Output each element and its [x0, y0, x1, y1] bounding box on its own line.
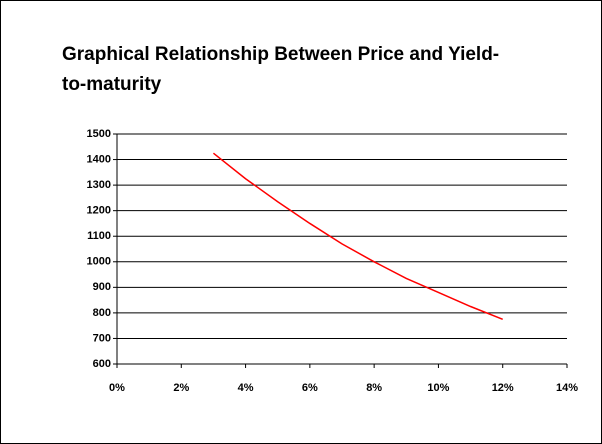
x-tick-label: 12%	[492, 382, 514, 394]
x-tick-label: 8%	[366, 382, 382, 394]
y-tick-label: 1300	[87, 179, 111, 191]
y-tick-label: 1500	[87, 128, 111, 140]
y-tick-label: 600	[93, 358, 111, 370]
y-tick-label: 1000	[87, 256, 111, 268]
y-tick-label: 1100	[87, 230, 111, 242]
y-tick-label: 900	[93, 281, 111, 293]
x-tick-label: 2%	[173, 382, 189, 394]
y-tick-label: 1400	[87, 153, 111, 165]
y-tick-label: 1200	[87, 205, 111, 217]
x-tick-label: 14%	[556, 382, 578, 394]
y-tick-label: 800	[93, 307, 111, 319]
data-line	[212, 152, 503, 320]
x-tick-label: 10%	[427, 382, 449, 394]
x-tick-label: 4%	[238, 382, 254, 394]
chart-title: Graphical Relationship Between Price and…	[62, 44, 500, 95]
x-tick-label: 6%	[302, 382, 318, 394]
x-tick-label: 0%	[109, 382, 125, 394]
y-tick-label: 700	[93, 332, 111, 344]
